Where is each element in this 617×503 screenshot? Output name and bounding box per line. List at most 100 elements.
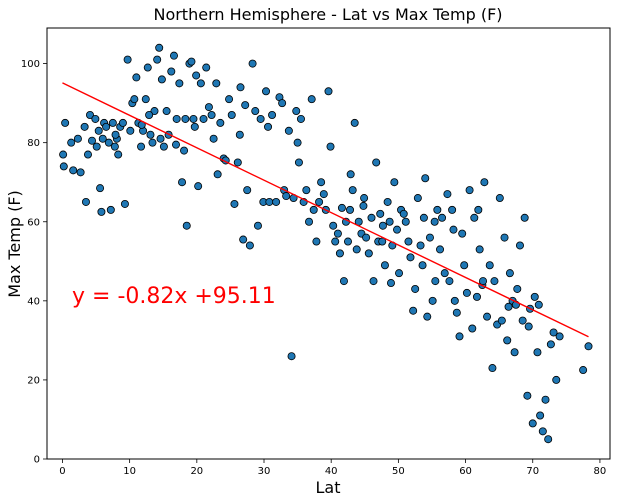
y-tick-label: 0 <box>34 455 40 466</box>
x-tick-label: 20 <box>190 466 203 477</box>
data-point <box>555 332 564 341</box>
y-tick-label: 60 <box>27 217 40 228</box>
x-tick-label: 0 <box>59 466 65 477</box>
data-point <box>265 197 274 206</box>
data-point <box>312 237 321 246</box>
data-point <box>172 114 181 123</box>
data-point <box>510 348 519 357</box>
data-point <box>251 107 260 116</box>
chart-title: Northern Hemisphere - Lat vs Max Temp (F… <box>153 5 502 24</box>
data-point <box>431 277 440 286</box>
data-point <box>83 150 92 159</box>
data-point <box>455 332 464 341</box>
data-point <box>504 302 513 311</box>
data-point <box>88 136 97 145</box>
data-point <box>421 174 430 183</box>
data-point <box>287 352 296 361</box>
data-point <box>157 75 166 84</box>
data-point <box>406 253 415 262</box>
data-point <box>500 233 509 242</box>
data-point <box>199 114 208 123</box>
data-point <box>335 249 344 258</box>
data-point <box>92 142 101 151</box>
x-tick-label: 30 <box>258 466 271 477</box>
data-point <box>80 122 89 131</box>
data-point <box>513 284 522 293</box>
data-point <box>272 197 281 206</box>
plot-frame <box>46 27 611 460</box>
data-point <box>448 205 457 214</box>
data-point <box>94 126 103 135</box>
x-tick-label: 40 <box>325 466 338 477</box>
data-point <box>302 186 311 195</box>
data-point <box>315 197 324 206</box>
data-point <box>352 245 361 254</box>
data-point <box>528 419 537 428</box>
data-point <box>180 146 189 155</box>
data-point <box>282 192 291 201</box>
data-point <box>584 342 593 351</box>
data-point <box>190 122 199 131</box>
data-point <box>209 134 218 143</box>
data-point <box>390 178 399 187</box>
data-point <box>182 221 191 230</box>
data-point <box>411 284 420 293</box>
data-point <box>369 277 378 286</box>
data-point <box>317 178 326 187</box>
data-point <box>85 110 94 119</box>
data-point <box>450 296 459 305</box>
data-point <box>278 99 287 108</box>
data-point <box>378 221 387 230</box>
data-point <box>241 101 250 110</box>
data-point <box>331 237 340 246</box>
data-point <box>148 138 157 147</box>
data-point <box>284 126 293 135</box>
x-tick-label: 60 <box>459 466 472 477</box>
data-point <box>458 229 467 238</box>
data-point <box>339 277 348 286</box>
data-point <box>120 199 129 208</box>
data-point <box>544 435 553 444</box>
data-point <box>345 205 354 214</box>
data-point <box>470 213 479 222</box>
y-tick-label: 40 <box>27 296 40 307</box>
data-point <box>293 138 302 147</box>
data-point <box>418 261 427 270</box>
data-point <box>207 110 216 119</box>
data-point <box>364 249 373 258</box>
data-point <box>126 126 135 135</box>
data-point <box>416 241 425 250</box>
data-point <box>187 57 196 66</box>
data-point <box>425 233 434 242</box>
x-tick-label: 50 <box>392 466 405 477</box>
data-point <box>171 140 180 149</box>
data-point <box>479 277 488 286</box>
data-point <box>533 348 542 357</box>
data-point <box>440 269 449 278</box>
data-point <box>536 411 545 420</box>
data-point <box>111 130 120 139</box>
data-point <box>175 79 184 88</box>
data-point <box>395 269 404 278</box>
data-point <box>61 118 70 127</box>
x-tick-label: 80 <box>594 466 607 477</box>
data-point <box>245 241 254 250</box>
data-point <box>97 207 106 216</box>
data-point <box>503 336 512 345</box>
data-point <box>409 306 418 315</box>
data-point <box>372 158 381 167</box>
data-point <box>326 142 335 151</box>
data-point <box>404 237 413 246</box>
data-point <box>474 205 483 214</box>
data-point <box>552 375 561 384</box>
data-point <box>102 122 111 131</box>
data-point <box>401 217 410 226</box>
data-point <box>350 118 359 127</box>
data-point <box>225 95 234 104</box>
data-point <box>196 79 205 88</box>
data-point <box>69 166 78 175</box>
data-point <box>169 51 178 60</box>
y-tick-label: 80 <box>27 138 40 149</box>
data-point <box>81 197 90 206</box>
regression-equation: y = -0.82x +95.11 <box>72 284 276 309</box>
